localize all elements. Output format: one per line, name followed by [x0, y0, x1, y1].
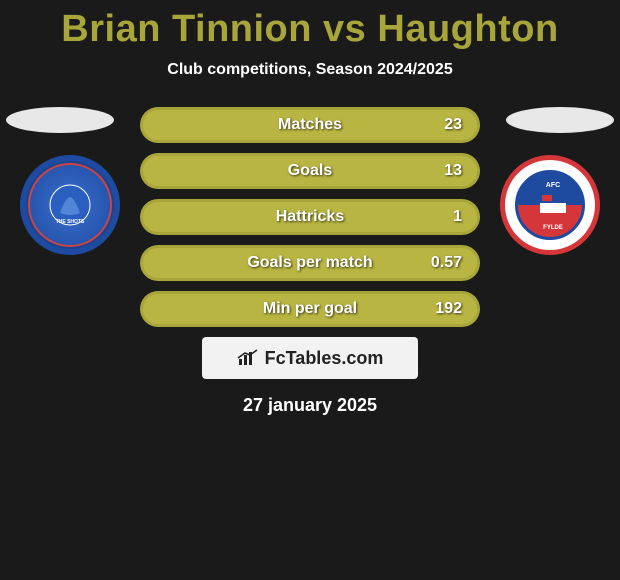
stats-bars: Matches 23 Goals 13 Hattricks 1 Goals pe… — [140, 107, 480, 327]
team-badge-left-inner: THE SHOTS — [28, 163, 112, 247]
stat-row-matches: Matches 23 — [140, 107, 480, 143]
stat-row-min-per-goal: Min per goal 192 — [140, 291, 480, 327]
right-oval-decor — [506, 107, 614, 133]
page-title: Brian Tinnion vs Haughton — [0, 0, 620, 51]
stat-value: 23 — [444, 116, 462, 134]
player2-name: Haughton — [377, 8, 558, 50]
team-badge-right-inner: AFC FYLDE — [515, 170, 585, 240]
player1-name: Brian Tinnion — [61, 8, 312, 50]
stat-label: Goals — [288, 162, 332, 180]
stat-label: Min per goal — [263, 300, 357, 318]
stat-value: 1 — [453, 208, 462, 226]
stat-row-goals: Goals 13 — [140, 153, 480, 189]
stat-row-goals-per-match: Goals per match 0.57 — [140, 245, 480, 281]
comparison-content: THE SHOTS AFC FYLDE Matches 23 Goals 13 — [0, 107, 620, 416]
subtitle: Club competitions, Season 2024/2025 — [0, 61, 620, 79]
source-logo: FcTables.com — [202, 337, 418, 379]
stat-value: 0.57 — [431, 254, 462, 272]
source-logo-text: FcTables.com — [265, 348, 384, 369]
title-vs: vs — [323, 8, 366, 50]
svg-text:AFC: AFC — [546, 182, 560, 189]
stat-label: Goals per match — [247, 254, 372, 272]
chart-icon — [237, 349, 259, 367]
date-label: 27 january 2025 — [0, 395, 620, 416]
team-badge-right: AFC FYLDE — [500, 155, 600, 255]
left-oval-decor — [6, 107, 114, 133]
stat-row-hattricks: Hattricks 1 — [140, 199, 480, 235]
svg-text:FYLDE: FYLDE — [543, 225, 563, 231]
stat-label: Matches — [278, 116, 342, 134]
stat-value: 13 — [444, 162, 462, 180]
stat-label: Hattricks — [276, 208, 344, 226]
svg-text:THE SHOTS: THE SHOTS — [56, 219, 85, 225]
stat-value: 192 — [435, 300, 462, 318]
team-badge-left: THE SHOTS — [20, 155, 120, 255]
